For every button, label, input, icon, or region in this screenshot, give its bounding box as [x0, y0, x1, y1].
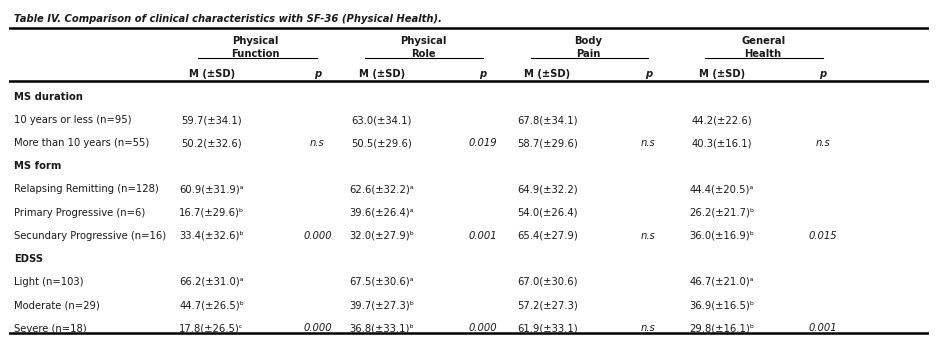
Text: p: p [314, 69, 321, 79]
Text: 39.6(±26.4)ᵃ: 39.6(±26.4)ᵃ [349, 208, 414, 218]
Text: p: p [644, 69, 652, 79]
Text: Role: Role [411, 49, 435, 59]
Text: 54.0(±26.4): 54.0(±26.4) [517, 208, 578, 218]
Text: 0.000: 0.000 [303, 231, 332, 241]
Text: 50.5(±29.6): 50.5(±29.6) [352, 138, 412, 148]
Text: Primary Progressive (n=6): Primary Progressive (n=6) [14, 208, 145, 218]
Text: 65.4(±27.9): 65.4(±27.9) [517, 231, 578, 241]
Text: M (±SD): M (±SD) [699, 69, 745, 79]
Text: n.s: n.s [815, 138, 830, 148]
Text: 0.000: 0.000 [468, 323, 497, 333]
Text: 0.000: 0.000 [303, 323, 332, 333]
Text: 61.9(±33.1): 61.9(±33.1) [517, 323, 578, 333]
Text: 26.2(±21.7)ᵇ: 26.2(±21.7)ᵇ [689, 208, 754, 218]
Text: 67.8(±34.1): 67.8(±34.1) [517, 115, 578, 125]
Text: n.s: n.s [641, 231, 656, 241]
Text: 29.8(±16.1)ᵇ: 29.8(±16.1)ᵇ [689, 323, 754, 333]
Text: p: p [479, 69, 486, 79]
Text: 0.001: 0.001 [809, 323, 838, 333]
Text: Severe (n=18): Severe (n=18) [14, 323, 86, 333]
Text: 62.6(±32.2)ᵃ: 62.6(±32.2)ᵃ [349, 184, 414, 195]
Text: 0.001: 0.001 [468, 231, 497, 241]
Text: n.s: n.s [641, 138, 656, 148]
Text: p: p [820, 69, 826, 79]
Text: 50.2(±32.6): 50.2(±32.6) [181, 138, 242, 148]
Text: 0.019: 0.019 [468, 138, 497, 148]
Text: 36.8(±33.1)ᵇ: 36.8(±33.1)ᵇ [349, 323, 414, 333]
Text: 10 years or less (n=95): 10 years or less (n=95) [14, 115, 131, 125]
Text: 46.7(±21.0)ᵃ: 46.7(±21.0)ᵃ [689, 277, 754, 287]
Text: 67.0(±30.6): 67.0(±30.6) [517, 277, 578, 287]
Text: n.s: n.s [310, 138, 325, 148]
Text: M (±SD): M (±SD) [524, 69, 570, 79]
Text: MS form: MS form [14, 161, 61, 171]
Text: 60.9(±31.9)ᵃ: 60.9(±31.9)ᵃ [179, 184, 244, 195]
Text: 57.2(±27.3): 57.2(±27.3) [517, 300, 578, 310]
Text: 66.2(±31.0)ᵃ: 66.2(±31.0)ᵃ [179, 277, 244, 287]
Text: Physical: Physical [400, 36, 446, 46]
Text: M (±SD): M (±SD) [358, 69, 404, 79]
Text: General: General [741, 36, 785, 46]
Text: 44.7(±26.5)ᵇ: 44.7(±26.5)ᵇ [179, 300, 244, 310]
Text: Moderate (n=29): Moderate (n=29) [14, 300, 99, 310]
Text: 44.4(±20.5)ᵃ: 44.4(±20.5)ᵃ [689, 184, 754, 195]
Text: 36.0(±16.9)ᵇ: 36.0(±16.9)ᵇ [689, 231, 754, 241]
Text: 59.7(±34.1): 59.7(±34.1) [181, 115, 242, 125]
Text: 0.015: 0.015 [809, 231, 838, 241]
Text: 36.9(±16.5)ᵇ: 36.9(±16.5)ᵇ [689, 300, 754, 310]
Text: EDSS: EDSS [14, 254, 43, 264]
Text: M (±SD): M (±SD) [189, 69, 234, 79]
Text: Body: Body [574, 36, 602, 46]
Text: n.s: n.s [641, 323, 656, 333]
Text: 16.7(±29.6)ᵇ: 16.7(±29.6)ᵇ [179, 208, 244, 218]
Text: 67.5(±30.6)ᵃ: 67.5(±30.6)ᵃ [349, 277, 414, 287]
Text: 17.8(±26.5)ᶜ: 17.8(±26.5)ᶜ [179, 323, 244, 333]
Text: Secundary Progressive (n=16): Secundary Progressive (n=16) [14, 231, 166, 241]
Text: 33.4(±32.6)ᵇ: 33.4(±32.6)ᵇ [179, 231, 244, 241]
Text: 63.0(±34.1): 63.0(±34.1) [352, 115, 412, 125]
Text: 64.9(±32.2): 64.9(±32.2) [517, 184, 578, 195]
Text: 44.2(±22.6): 44.2(±22.6) [691, 115, 752, 125]
Text: 40.3(±16.1): 40.3(±16.1) [691, 138, 752, 148]
Text: 58.7(±29.6): 58.7(±29.6) [517, 138, 578, 148]
Text: Pain: Pain [576, 49, 600, 59]
Text: Physical: Physical [233, 36, 279, 46]
Text: 32.0(±27.9)ᵇ: 32.0(±27.9)ᵇ [349, 231, 415, 241]
Text: MS duration: MS duration [14, 92, 83, 102]
Text: More than 10 years (n=55): More than 10 years (n=55) [14, 138, 149, 148]
Text: Health: Health [745, 49, 781, 59]
Text: Function: Function [232, 49, 280, 59]
Text: Light (n=103): Light (n=103) [14, 277, 83, 287]
Text: Table IV. Comparison of clinical characteristics with SF-36 (Physical Health).: Table IV. Comparison of clinical charact… [14, 14, 442, 24]
Text: Relapsing Remitting (n=128): Relapsing Remitting (n=128) [14, 184, 159, 195]
Text: 39.7(±27.3)ᵇ: 39.7(±27.3)ᵇ [349, 300, 415, 310]
